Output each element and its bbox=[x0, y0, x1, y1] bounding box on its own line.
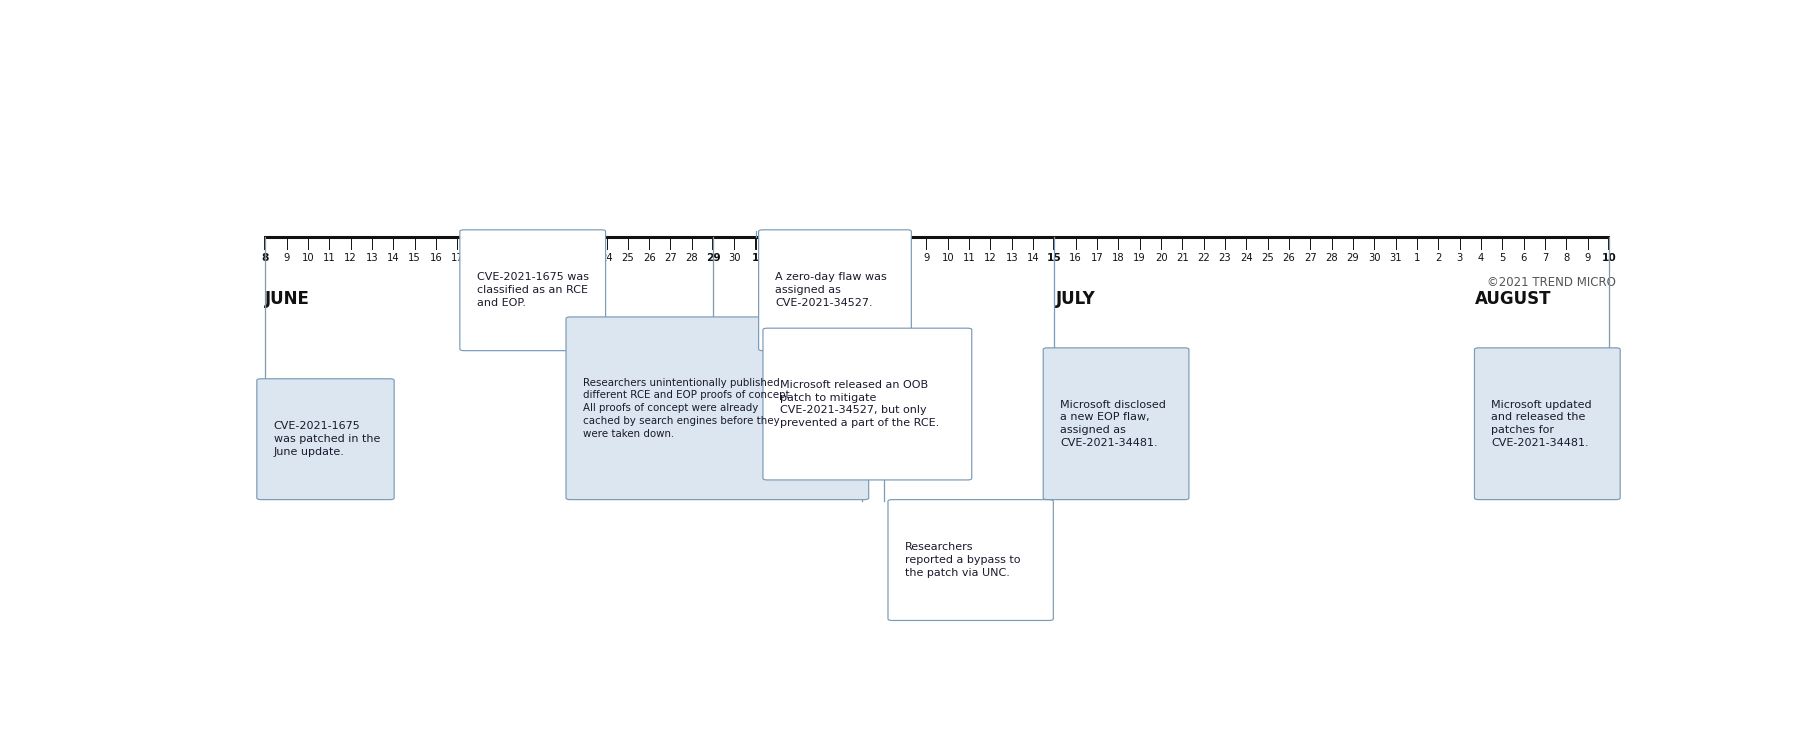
Text: 5: 5 bbox=[837, 253, 844, 264]
FancyBboxPatch shape bbox=[759, 230, 911, 350]
FancyBboxPatch shape bbox=[1043, 348, 1189, 499]
Text: 15: 15 bbox=[408, 253, 421, 264]
Text: 13: 13 bbox=[365, 253, 378, 264]
Text: 26: 26 bbox=[1281, 253, 1294, 264]
Text: 7: 7 bbox=[1541, 253, 1547, 264]
Text: 21: 21 bbox=[1175, 253, 1189, 264]
Text: 5: 5 bbox=[1498, 253, 1505, 264]
Text: Microsoft released an OOB
patch to mitigate
CVE-2021-34527, but only
prevented a: Microsoft released an OOB patch to mitig… bbox=[779, 380, 938, 429]
Text: 4: 4 bbox=[1476, 253, 1484, 264]
Text: 10: 10 bbox=[1601, 253, 1615, 264]
Text: Microsoft updated
and released the
patches for
CVE-2021-34481.: Microsoft updated and released the patch… bbox=[1491, 399, 1590, 448]
Text: 13: 13 bbox=[1005, 253, 1017, 264]
Text: 2: 2 bbox=[773, 253, 781, 264]
FancyBboxPatch shape bbox=[257, 379, 394, 499]
Text: 22: 22 bbox=[557, 253, 569, 264]
Text: 10: 10 bbox=[302, 253, 314, 264]
Text: 16: 16 bbox=[430, 253, 443, 264]
Text: 20: 20 bbox=[515, 253, 528, 264]
Text: 17: 17 bbox=[450, 253, 463, 264]
Text: 18: 18 bbox=[472, 253, 484, 264]
Text: 1: 1 bbox=[752, 253, 759, 264]
Text: 9: 9 bbox=[1583, 253, 1590, 264]
Text: 11: 11 bbox=[323, 253, 336, 264]
Text: ©2021 TREND MICRO: ©2021 TREND MICRO bbox=[1487, 276, 1615, 289]
Text: 12: 12 bbox=[343, 253, 356, 264]
Text: 20: 20 bbox=[1155, 253, 1167, 264]
Text: 16: 16 bbox=[1068, 253, 1082, 264]
Text: Microsoft disclosed
a new EOP flaw,
assigned as
CVE-2021-34481.: Microsoft disclosed a new EOP flaw, assi… bbox=[1059, 399, 1166, 448]
Text: 6: 6 bbox=[1520, 253, 1525, 264]
Text: 8: 8 bbox=[1563, 253, 1568, 264]
Text: CVE-2021-1675 was
classified as an RCE
and EOP.: CVE-2021-1675 was classified as an RCE a… bbox=[477, 272, 589, 308]
FancyBboxPatch shape bbox=[763, 328, 970, 480]
Text: 30: 30 bbox=[728, 253, 741, 264]
Text: 24: 24 bbox=[1240, 253, 1252, 264]
Text: 12: 12 bbox=[983, 253, 996, 264]
Text: 7: 7 bbox=[880, 253, 887, 264]
Text: 1: 1 bbox=[1413, 253, 1420, 264]
Text: AUGUST: AUGUST bbox=[1475, 290, 1550, 308]
Text: 15: 15 bbox=[1046, 253, 1061, 264]
Text: 3: 3 bbox=[795, 253, 801, 264]
Text: 27: 27 bbox=[663, 253, 676, 264]
Text: 31: 31 bbox=[1388, 253, 1400, 264]
Text: 28: 28 bbox=[685, 253, 698, 264]
Text: JULY: JULY bbox=[1055, 290, 1095, 308]
Text: 26: 26 bbox=[643, 253, 656, 264]
Text: 17: 17 bbox=[1090, 253, 1102, 264]
Text: CVE-2021-1675
was patched in the
June update.: CVE-2021-1675 was patched in the June up… bbox=[273, 421, 379, 457]
Text: 19: 19 bbox=[1133, 253, 1146, 264]
FancyBboxPatch shape bbox=[566, 317, 867, 499]
Text: 18: 18 bbox=[1111, 253, 1124, 264]
Text: 8: 8 bbox=[902, 253, 907, 264]
Text: 22: 22 bbox=[1196, 253, 1209, 264]
Text: 23: 23 bbox=[578, 253, 591, 264]
Text: 3: 3 bbox=[1456, 253, 1462, 264]
Text: 24: 24 bbox=[600, 253, 613, 264]
Text: A zero-day flaw was
assigned as
CVE-2021-34527.: A zero-day flaw was assigned as CVE-2021… bbox=[775, 272, 887, 308]
FancyBboxPatch shape bbox=[887, 499, 1053, 620]
Text: 25: 25 bbox=[1261, 253, 1274, 264]
Text: 30: 30 bbox=[1368, 253, 1381, 264]
Text: 28: 28 bbox=[1325, 253, 1337, 264]
FancyBboxPatch shape bbox=[459, 230, 605, 350]
Text: 9: 9 bbox=[923, 253, 929, 264]
Text: 9: 9 bbox=[284, 253, 289, 264]
FancyBboxPatch shape bbox=[1475, 348, 1619, 499]
Text: Researchers unintentionally published
different RCE and EOP proofs of concept.
A: Researchers unintentionally published di… bbox=[582, 377, 791, 439]
Text: JUNE: JUNE bbox=[266, 290, 311, 308]
Text: 14: 14 bbox=[1026, 253, 1039, 264]
Text: 11: 11 bbox=[961, 253, 976, 264]
Text: 6: 6 bbox=[858, 253, 866, 264]
Text: 19: 19 bbox=[493, 253, 506, 264]
Text: 14: 14 bbox=[387, 253, 399, 264]
Text: 8: 8 bbox=[262, 253, 269, 264]
Text: 25: 25 bbox=[622, 253, 634, 264]
Text: 21: 21 bbox=[535, 253, 549, 264]
Text: 10: 10 bbox=[941, 253, 954, 264]
Text: 29: 29 bbox=[705, 253, 719, 264]
Text: 27: 27 bbox=[1303, 253, 1315, 264]
Text: Researchers
reported a bypass to
the patch via UNC.: Researchers reported a bypass to the pat… bbox=[904, 542, 1019, 578]
Text: 29: 29 bbox=[1346, 253, 1359, 264]
Text: 4: 4 bbox=[817, 253, 822, 264]
Text: 2: 2 bbox=[1435, 253, 1440, 264]
Text: 23: 23 bbox=[1218, 253, 1231, 264]
